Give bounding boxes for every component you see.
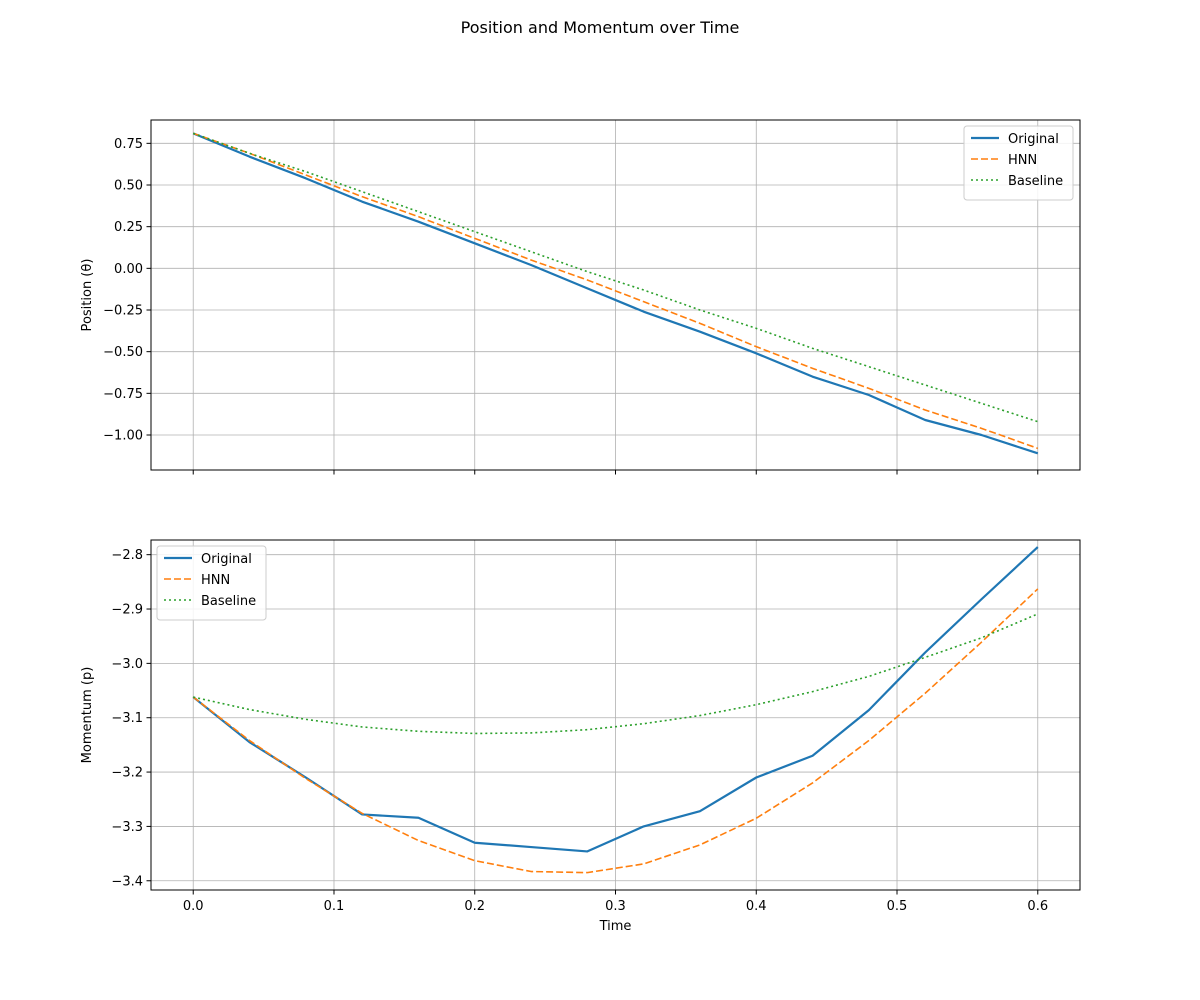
position-legend-label-original: Original xyxy=(1008,132,1059,147)
momentum-series-baseline-line xyxy=(193,613,1039,735)
momentum-legend-box xyxy=(156,545,267,621)
momentum-y-tick-label: −3.3 xyxy=(111,820,143,835)
momentum-y-tick-label: −2.9 xyxy=(111,603,143,618)
momentum-x-tick-label: 0.6 xyxy=(1027,899,1048,914)
position-y-tick-label: 0.25 xyxy=(114,220,143,235)
momentum-x-tick-label: 0.5 xyxy=(887,899,908,914)
momentum-series-hnn-line xyxy=(192,588,1039,874)
position-y-tick-label: −0.75 xyxy=(103,387,143,402)
position-y-tick-label: −1.00 xyxy=(103,429,143,444)
momentum-panel: 0.0 0.1 0.2 0.3 0.4 0.5 0.6 −2.8 −2.9 −3.0 −3.1 −3.… xyxy=(80,539,1081,934)
position-y-tick-label: 0.00 xyxy=(114,262,143,277)
momentum-x-tick-label: 0.0 xyxy=(183,899,204,914)
momentum-y-tick-label: −3.1 xyxy=(111,711,143,726)
position-y-tick-label: 0.50 xyxy=(114,179,143,194)
position-y-tick-label: −0.25 xyxy=(103,304,143,319)
momentum-y-tick-label: −2.8 xyxy=(111,548,143,563)
position-y-tick-label: 0.75 xyxy=(114,137,143,152)
position-panel: 0.75 0.50 0.25 0.00 −0.25 −0.50 −0.75 −1.00 Posi… xyxy=(80,119,1081,475)
momentum-legend-label-baseline: Baseline xyxy=(201,594,256,609)
position-series-hnn-line xyxy=(192,132,1039,450)
position-legend-label-hnn: HNN xyxy=(1008,153,1037,168)
momentum-legend: Original HNN Baseline xyxy=(156,545,267,621)
position-legend-box xyxy=(963,125,1074,201)
momentum-y-tick-label: −3.2 xyxy=(111,766,143,781)
position-y-tick-label: −0.50 xyxy=(103,345,143,360)
momentum-x-axis-label: Time xyxy=(599,919,632,934)
momentum-x-tick-label: 0.3 xyxy=(605,899,626,914)
momentum-x-tick-label: 0.1 xyxy=(324,899,345,914)
figure-suptitle: Position and Momentum over Time xyxy=(461,18,740,37)
momentum-x-tick-label: 0.4 xyxy=(746,899,767,914)
momentum-y-axis-label: Momentum (p) xyxy=(80,667,95,764)
momentum-y-tick-label: −3.0 xyxy=(111,657,143,672)
position-series-original-line xyxy=(192,132,1039,455)
momentum-legend-label-hnn: HNN xyxy=(201,573,230,588)
position-y-axis-label: Position (θ) xyxy=(80,259,95,332)
position-legend: Original HNN Baseline xyxy=(963,125,1074,201)
position-legend-label-baseline: Baseline xyxy=(1008,174,1063,189)
momentum-x-tick-label: 0.2 xyxy=(464,899,485,914)
momentum-legend-label-original: Original xyxy=(201,552,252,567)
momentum-y-tick-label: −3.4 xyxy=(111,874,143,889)
